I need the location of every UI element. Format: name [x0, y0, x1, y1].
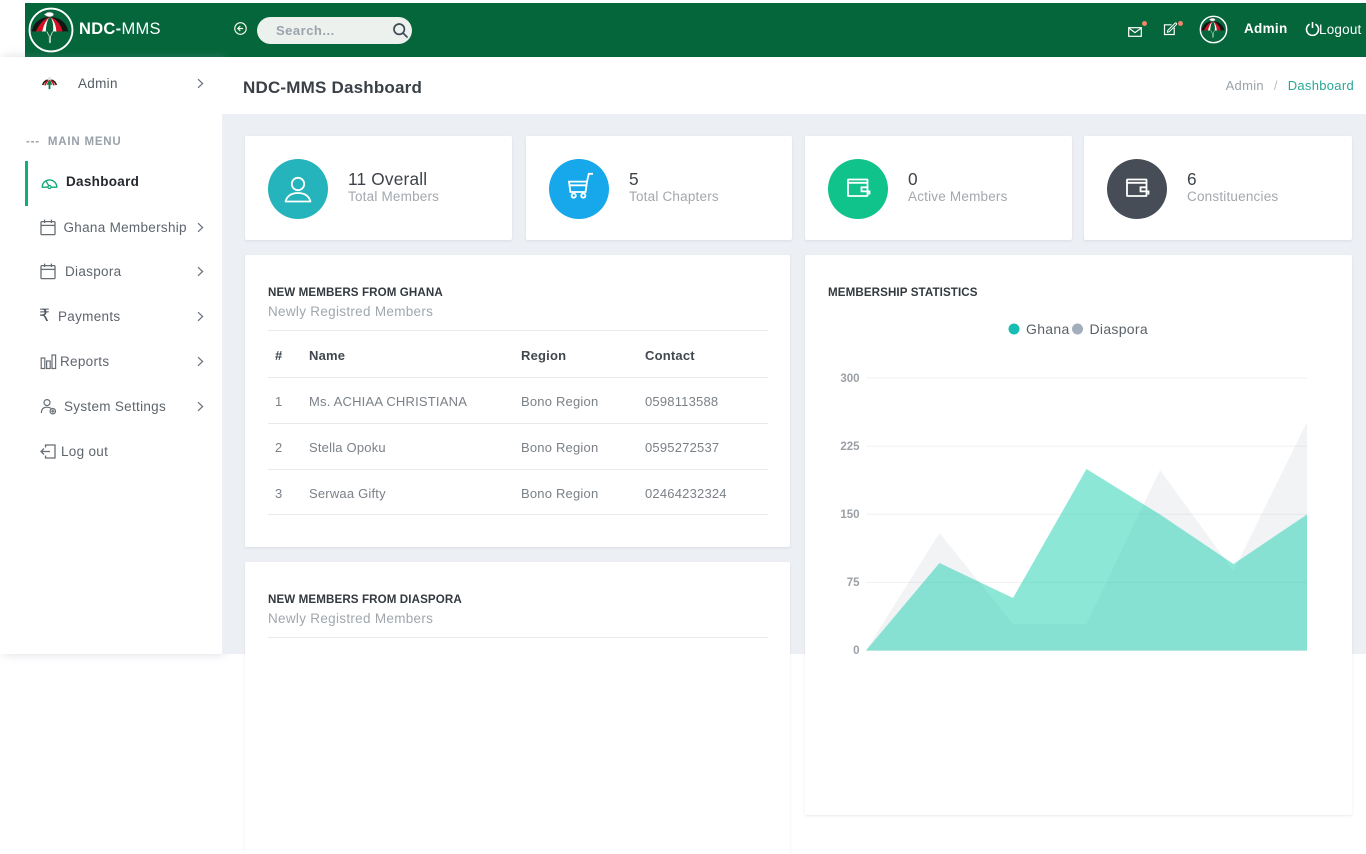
svg-text:Diaspora: Diaspora: [1090, 321, 1148, 337]
svg-text:Ghana: Ghana: [1026, 321, 1070, 337]
svg-text:225: 225: [840, 441, 860, 453]
svg-text:300: 300: [840, 373, 859, 385]
svg-text:0: 0: [853, 645, 859, 657]
svg-text:75: 75: [847, 577, 860, 589]
svg-text:150: 150: [840, 509, 859, 521]
